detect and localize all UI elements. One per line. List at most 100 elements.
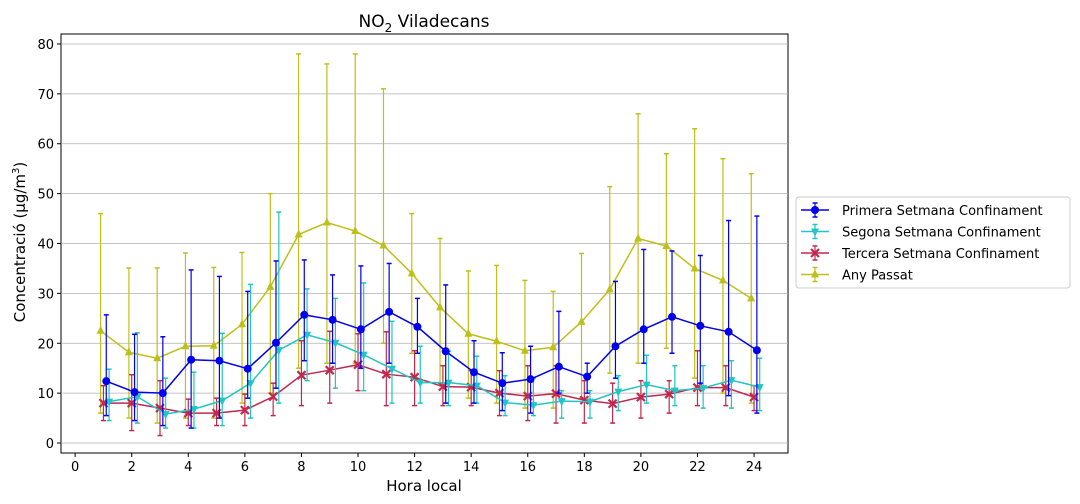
series-1-point-8	[300, 310, 309, 319]
legend-label-3: Tercera Setmana Confinament	[841, 247, 1039, 262]
x-tick-label-6: 6	[241, 460, 249, 475]
series-3-point-20	[636, 392, 646, 402]
legend-label-2: Segona Setmana Confinament	[842, 226, 1041, 241]
series-4-point-23	[718, 275, 727, 284]
series-4-errorbars	[98, 53, 754, 424]
series-1-point-4	[187, 355, 196, 364]
series-2-point-4	[189, 406, 198, 415]
series-4-point-16	[520, 345, 529, 354]
series-1-point-11	[385, 307, 394, 316]
series-1-point-1	[102, 377, 111, 386]
legend-marker-1	[811, 206, 819, 214]
x-tick-label-10: 10	[350, 460, 367, 475]
series-1-point-16	[526, 375, 535, 384]
x-tick-label-18: 18	[576, 460, 593, 475]
series-4-point-22	[690, 263, 699, 272]
series-3-point-21-stroke-b	[664, 389, 674, 399]
x-tick-label-22: 22	[689, 460, 706, 475]
series-3-point-19-stroke-b	[607, 398, 618, 409]
series-2-point-24	[755, 384, 764, 393]
y-tick-label-40: 40	[37, 238, 54, 253]
x-tick-label-24: 24	[746, 460, 763, 475]
series-4-point-1	[96, 325, 105, 334]
series-2-point-23	[727, 377, 736, 386]
series-2-point-22	[699, 385, 708, 394]
series-4-point-6	[238, 319, 247, 328]
series-3-point-8	[296, 370, 307, 380]
legend-marker-3-stroke-b	[810, 248, 820, 258]
series-3-point-6-stroke-b	[240, 405, 250, 415]
series-2-point-15	[501, 399, 510, 408]
y-tick-label-50: 50	[37, 188, 54, 203]
series-1-point-20	[639, 325, 648, 334]
series-3-point-9	[324, 365, 335, 375]
series-3-point-20-stroke-b	[636, 392, 646, 402]
series-2-point-6	[246, 380, 255, 389]
series-1-point-10	[356, 325, 365, 334]
series-1-point-12	[413, 322, 422, 331]
legend: Primera Setmana Confinament Segona Setman…	[795, 196, 1071, 289]
series-3-point-22-stroke-b	[692, 382, 703, 393]
series-3-point-6	[240, 405, 250, 415]
series-4-point-19	[605, 284, 614, 293]
series-4-point-20	[634, 233, 643, 242]
series-1-point-2	[130, 388, 139, 397]
y-tick-label-70: 70	[37, 88, 54, 103]
series-1-point-19	[611, 342, 620, 351]
series-4-point-21	[662, 240, 671, 249]
series-1-point-13	[441, 347, 450, 356]
series-2	[105, 211, 764, 429]
x-axis-label: Hora local	[386, 477, 462, 495]
legend-label-4: Any Passat	[842, 269, 913, 284]
series-1-point-18	[583, 372, 592, 381]
legend-marker-4	[811, 269, 819, 278]
series-layer	[96, 53, 764, 437]
series-3-point-9-stroke-b	[324, 365, 335, 375]
series-4-point-5	[209, 340, 218, 349]
series-3-point-11-stroke-b	[381, 369, 392, 379]
x-tick-label-20: 20	[633, 460, 650, 475]
x-tick-label-0: 0	[71, 460, 79, 475]
series-4-points	[96, 217, 756, 362]
series-1-points	[102, 307, 761, 398]
legend-item-2: Segona Setmana Confinament	[801, 223, 1041, 241]
y-tick-label-80: 80	[37, 38, 54, 53]
series-1-point-5	[215, 356, 224, 365]
series-4-line	[100, 221, 752, 360]
series-2-point-10	[359, 351, 368, 360]
series-4-point-17	[549, 342, 558, 351]
series-3-line	[103, 363, 755, 414]
series-2-point-7	[274, 347, 283, 356]
x-tick-label-8: 8	[297, 460, 305, 475]
legend-marker-2	[811, 228, 819, 237]
series-4-point-14	[464, 328, 473, 337]
series-2-points	[105, 331, 764, 420]
series-3-points	[98, 359, 759, 418]
series-2-point-19	[614, 388, 623, 397]
series-1-point-7	[271, 338, 280, 347]
series-3-point-7-stroke-b	[268, 391, 278, 402]
x-tick-label-12: 12	[406, 460, 423, 475]
series-4-point-3	[153, 353, 162, 362]
series-2-point-21	[670, 387, 679, 396]
series-2-point-1	[105, 398, 114, 407]
legend-marker-3	[810, 248, 820, 258]
series-3-point-18-stroke-b	[579, 395, 590, 405]
legend-label-1: Primera Setmana Confinament	[842, 204, 1043, 219]
x-tick-label-4: 4	[184, 460, 192, 475]
series-4-point-11	[379, 240, 388, 249]
series-4-point-7	[266, 281, 275, 290]
series-1-point-6	[243, 364, 252, 373]
series-3	[98, 330, 759, 437]
series-4-point-9	[322, 217, 331, 226]
series-2-line	[108, 333, 760, 415]
series-3-point-22	[692, 382, 703, 393]
series-1-line	[105, 310, 758, 394]
series-2-point-5	[218, 397, 227, 406]
series-4	[96, 53, 756, 424]
series-3-point-8-stroke-b	[296, 370, 307, 380]
series-2-point-20	[642, 381, 651, 390]
series-4-point-10	[351, 226, 360, 235]
series-4-point-2	[124, 347, 133, 356]
